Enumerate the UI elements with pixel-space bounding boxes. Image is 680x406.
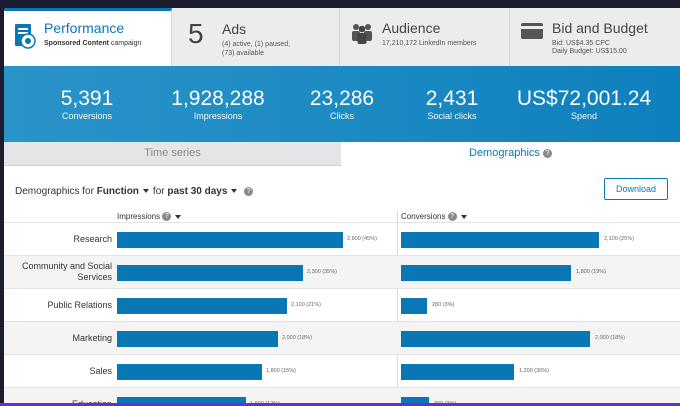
conversions-bar <box>401 265 571 281</box>
stat-label: Social clicks <box>427 111 477 121</box>
impressions-bar-label: 2,300 (35%) <box>307 269 337 275</box>
help-icon[interactable]: ? <box>447 212 457 222</box>
table-row: Sales 1,800 (15%) 1,200 (30%) <box>4 354 680 387</box>
impressions-bar <box>117 232 343 248</box>
row-label: Research <box>73 234 112 244</box>
chevron-down-icon[interactable] <box>175 214 182 219</box>
stat-impressions: 1,928,288 Impressions <box>162 88 274 122</box>
performance-card[interactable]: Performance Sponsored Content campaign <box>4 8 172 66</box>
view-tabs: Time series Demographics ? <box>4 142 680 166</box>
demographics-panel: Demographics for Function for past 30 day… <box>4 166 680 406</box>
stat-label: Spend <box>570 111 598 121</box>
impressions-bar <box>117 265 303 281</box>
help-icon[interactable]: ? <box>542 148 552 158</box>
impressions-column-header[interactable]: Impressions ? <box>117 212 185 222</box>
conversions-column-header[interactable]: Conversions ? <box>401 212 471 222</box>
conversions-bar <box>401 364 514 380</box>
dimension-dropdown[interactable]: Function <box>96 186 139 197</box>
stat-social-clicks: 2,431 Social clicks <box>409 88 495 122</box>
stat-value: 1,928,288 <box>171 87 265 110</box>
tab-time-series[interactable]: Time series <box>4 142 341 166</box>
conversions-bar-label: 2,100 (25%) <box>604 236 634 242</box>
help-icon[interactable]: ? <box>244 186 254 196</box>
impressions-bar-label: 2,000 (18%) <box>282 335 312 341</box>
conversions-bar-label: 280 (3%) <box>432 302 455 308</box>
table-row: Research 2,800 (45%) 2,100 (25%) <box>4 222 680 255</box>
row-label: Marketing <box>72 333 112 343</box>
ads-title: Ads <box>222 21 247 37</box>
stat-spend: US$72,001.24 Spend <box>509 88 659 122</box>
stat-value: 23,286 <box>309 87 375 110</box>
help-icon[interactable]: ? <box>162 212 172 222</box>
audience-title: Audience <box>382 20 441 36</box>
ads-count: 5 <box>188 18 204 49</box>
performance-subtitle-bold: Sponsored Content <box>44 40 109 47</box>
conversions-header-label: Conversions <box>401 212 446 221</box>
chevron-down-icon[interactable] <box>142 189 149 194</box>
conversions-bar <box>401 397 429 406</box>
impressions-bar <box>117 397 246 406</box>
chevron-down-icon[interactable] <box>460 214 467 219</box>
conversions-bar-label: 1,200 (30%) <box>519 368 549 374</box>
row-label: Community and Social Services <box>21 261 112 282</box>
stat-label: Impressions <box>193 111 243 121</box>
bid-budget-card[interactable]: Bid and Budget Bid: US$4.35 CPC Daily Bu… <box>510 8 680 66</box>
performance-subtitle: Sponsored Content campaign <box>44 39 141 48</box>
conversions-bar <box>401 232 599 248</box>
impressions-header-label: Impressions <box>117 212 161 221</box>
card-icon <box>521 23 543 39</box>
ads-status-line2: (73) available <box>222 50 265 57</box>
row-label: Public Relations <box>47 300 112 310</box>
performance-subtitle-rest: campaign <box>108 40 142 47</box>
filter-prefix: Demographics for <box>15 186 97 197</box>
conversions-bar <box>401 298 427 314</box>
impressions-bar <box>117 298 287 314</box>
campaign-manager-window: Performance Sponsored Content campaign 5… <box>4 8 680 406</box>
download-button[interactable]: Download <box>604 178 668 200</box>
stats-band: 5,391 Conversions 1,928,288 Impressions … <box>4 66 680 142</box>
stat-value: 2,431 <box>425 87 479 110</box>
filter-middle: for <box>152 186 168 197</box>
impressions-bar-label: 2,800 (45%) <box>347 236 377 242</box>
conversions-bar-label: 1,800 (19%) <box>576 269 606 275</box>
stat-value: 5,391 <box>60 87 114 110</box>
conversions-bar <box>401 331 590 347</box>
stat-label: Conversions <box>61 111 113 121</box>
stat-value: US$72,001.24 <box>516 87 652 110</box>
stat-label: Clicks <box>330 111 354 121</box>
table-row: Marketing 2,000 (18%) 2,000 (18%) <box>4 321 680 354</box>
stat-conversions: 5,391 Conversions <box>41 88 133 122</box>
stat-clicks: 23,286 Clicks <box>300 88 384 122</box>
daily-budget-line: Daily Budget: US$15.00 <box>552 48 627 55</box>
demographics-filter-bar: Demographics for Function for past 30 day… <box>15 186 254 197</box>
performance-icon <box>15 24 36 49</box>
impressions-bar-label: 1,800 (15%) <box>266 368 296 374</box>
campaign-summary-cards: Performance Sponsored Content campaign 5… <box>4 8 680 66</box>
period-dropdown[interactable]: past 30 days <box>167 186 228 197</box>
audience-card[interactable]: Audience 17,210,172 LinkedIn members <box>340 8 510 66</box>
bid-budget-title: Bid and Budget <box>552 20 648 36</box>
column-divider <box>397 210 398 406</box>
performance-title: Performance <box>44 20 125 36</box>
chevron-down-icon[interactable] <box>231 189 238 194</box>
impressions-bar-label: 2,100 (21%) <box>291 302 321 308</box>
conversions-bar-label: 2,000 (18%) <box>595 335 625 341</box>
bid-line: Bid: US$4.35 CPC <box>552 40 610 47</box>
impressions-bar <box>117 331 278 347</box>
audience-subtitle: 17,210,172 LinkedIn members <box>382 40 477 47</box>
table-row: Community and Social Services 2,300 (35%)… <box>4 255 680 288</box>
tab-demographics-label: Demographics <box>469 147 540 159</box>
row-label: Sales <box>89 366 112 376</box>
people-icon <box>352 24 372 44</box>
row-label: Education <box>4 399 112 406</box>
impressions-bar <box>117 364 262 380</box>
ads-card[interactable]: 5 Ads (4) active, (1) paused, (73) avail… <box>172 8 340 66</box>
table-row: Public Relations 2,100 (21%) 280 (3%) <box>4 288 680 321</box>
tab-demographics[interactable]: Demographics ? <box>341 142 680 166</box>
ads-status-line1: (4) active, (1) paused, <box>222 41 291 48</box>
bottom-border <box>0 403 680 406</box>
